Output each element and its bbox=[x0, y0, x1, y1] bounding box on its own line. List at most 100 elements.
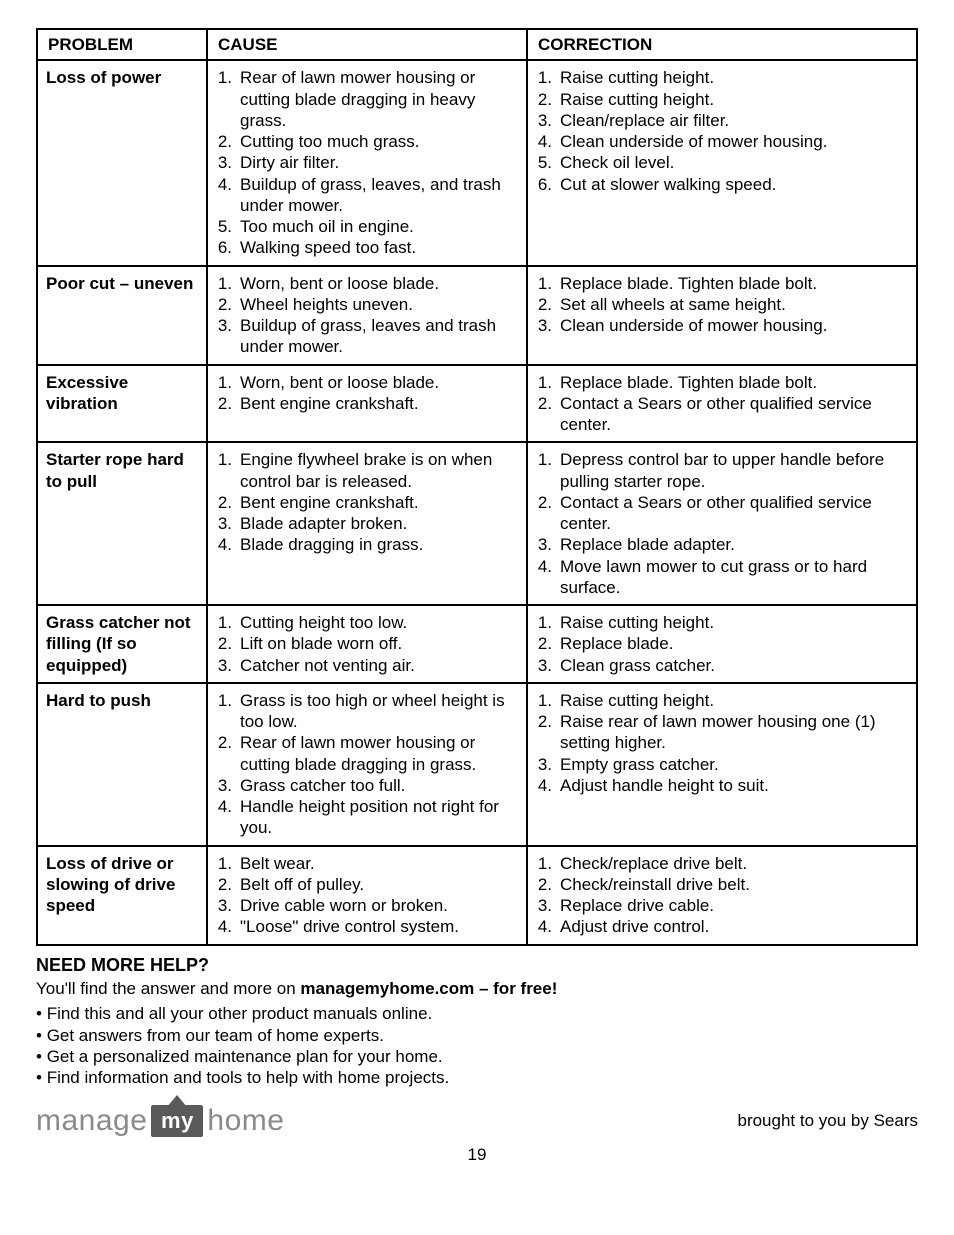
help-intro-prefix: You'll find the answer and more on bbox=[36, 979, 300, 998]
correction-item: 1.Depress control bar to upper handle be… bbox=[536, 449, 908, 492]
cause-item: 5.Too much oil in engine. bbox=[216, 216, 518, 237]
correction-item: 4.Adjust drive control. bbox=[536, 916, 908, 937]
cause-item: 6.Walking speed too fast. bbox=[216, 237, 518, 258]
correction-item: 3.Clean grass catcher. bbox=[536, 655, 908, 676]
correction-item: 1.Raise cutting height. bbox=[536, 612, 908, 633]
logo-word-manage: manage bbox=[36, 1102, 147, 1140]
correction-item: 2.Set all wheels at same height. bbox=[536, 294, 908, 315]
help-bullets: Find this and all your other product man… bbox=[36, 1003, 918, 1088]
cause-cell: 1.Engine flywheel brake is on when contr… bbox=[207, 442, 527, 605]
cause-item: 2.Bent engine crankshaft. bbox=[216, 393, 518, 414]
cause-item: 3.Drive cable worn or broken. bbox=[216, 895, 518, 916]
correction-cell: 1.Raise cutting height.2.Replace blade.3… bbox=[527, 605, 917, 683]
cause-item: 3.Buildup of grass, leaves and trash und… bbox=[216, 315, 518, 358]
cause-item: 4.Blade dragging in grass. bbox=[216, 534, 518, 555]
correction-item: 1.Replace blade. Tighten blade bolt. bbox=[536, 372, 908, 393]
cause-item: 2.Wheel heights uneven. bbox=[216, 294, 518, 315]
problem-cell: Excessive vibration bbox=[37, 365, 207, 443]
cause-item: 2.Lift on blade worn off. bbox=[216, 633, 518, 654]
correction-item: 3.Clean underside of mower housing. bbox=[536, 315, 908, 336]
correction-item: 2.Raise cutting height. bbox=[536, 89, 908, 110]
correction-item: 2.Contact a Sears or other qualified ser… bbox=[536, 393, 908, 436]
header-problem: PROBLEM bbox=[37, 29, 207, 60]
correction-item: 4.Adjust handle height to suit. bbox=[536, 775, 908, 796]
cause-item: 3.Dirty air filter. bbox=[216, 152, 518, 173]
managemyhome-logo: manage my home bbox=[36, 1102, 284, 1140]
problem-cell: Starter rope hard to pull bbox=[37, 442, 207, 605]
footer-row: manage my home brought to you by Sears bbox=[36, 1102, 918, 1140]
table-row: Loss of drive or slowing of drive speed1… bbox=[37, 846, 917, 945]
cause-item: 4.Buildup of grass, leaves, and trash un… bbox=[216, 174, 518, 217]
cause-item: 1.Grass is too high or wheel height is t… bbox=[216, 690, 518, 733]
cause-cell: 1.Rear of lawn mower housing or cutting … bbox=[207, 60, 527, 265]
brought-by-sears: brought to you by Sears bbox=[737, 1110, 918, 1131]
logo-word-home: home bbox=[207, 1102, 284, 1140]
help-intro: You'll find the answer and more on manag… bbox=[36, 978, 918, 999]
correction-cell: 1.Check/replace drive belt.2.Check/reins… bbox=[527, 846, 917, 945]
correction-item: 3.Clean/replace air filter. bbox=[536, 110, 908, 131]
correction-item: 1.Raise cutting height. bbox=[536, 690, 908, 711]
cause-item: 1.Belt wear. bbox=[216, 853, 518, 874]
cause-item: 2.Belt off of pulley. bbox=[216, 874, 518, 895]
cause-item: 1.Engine flywheel brake is on when contr… bbox=[216, 449, 518, 492]
problem-cell: Poor cut – uneven bbox=[37, 266, 207, 365]
troubleshooting-table: PROBLEM CAUSE CORRECTION Loss of power1.… bbox=[36, 28, 918, 946]
help-bullet-item: Get a personalized maintenance plan for … bbox=[36, 1046, 918, 1067]
cause-cell: 1.Belt wear.2.Belt off of pulley.3.Drive… bbox=[207, 846, 527, 945]
cause-item: 3.Catcher not venting air. bbox=[216, 655, 518, 676]
header-correction: CORRECTION bbox=[527, 29, 917, 60]
problem-cell: Loss of power bbox=[37, 60, 207, 265]
table-row: Hard to push1.Grass is too high or wheel… bbox=[37, 683, 917, 846]
header-cause: CAUSE bbox=[207, 29, 527, 60]
cause-item: 2.Bent engine crankshaft. bbox=[216, 492, 518, 513]
correction-cell: 1.Replace blade. Tighten blade bolt.2.Co… bbox=[527, 365, 917, 443]
problem-cell: Grass catcher not filling (If so equippe… bbox=[37, 605, 207, 683]
cause-item: 4."Loose" drive control system. bbox=[216, 916, 518, 937]
table-row: Excessive vibration1.Worn, bent or loose… bbox=[37, 365, 917, 443]
help-heading: NEED MORE HELP? bbox=[36, 954, 918, 977]
correction-item: 5.Check oil level. bbox=[536, 152, 908, 173]
correction-item: 3.Replace blade adapter. bbox=[536, 534, 908, 555]
correction-item: 3.Empty grass catcher. bbox=[536, 754, 908, 775]
help-bullet-item: Find this and all your other product man… bbox=[36, 1003, 918, 1024]
correction-cell: 1.Raise cutting height.2.Raise cutting h… bbox=[527, 60, 917, 265]
correction-cell: 1.Replace blade. Tighten blade bolt.2.Se… bbox=[527, 266, 917, 365]
logo-badge-my: my bbox=[151, 1105, 203, 1137]
correction-item: 1.Raise cutting height. bbox=[536, 67, 908, 88]
problem-cell: Hard to push bbox=[37, 683, 207, 846]
correction-item: 1.Check/replace drive belt. bbox=[536, 853, 908, 874]
correction-item: 3.Replace drive cable. bbox=[536, 895, 908, 916]
cause-item: 3.Blade adapter broken. bbox=[216, 513, 518, 534]
correction-item: 1.Replace blade. Tighten blade bolt. bbox=[536, 273, 908, 294]
table-row: Loss of power1.Rear of lawn mower housin… bbox=[37, 60, 917, 265]
cause-cell: 1.Grass is too high or wheel height is t… bbox=[207, 683, 527, 846]
cause-cell: 1.Cutting height too low.2.Lift on blade… bbox=[207, 605, 527, 683]
cause-item: 1.Rear of lawn mower housing or cutting … bbox=[216, 67, 518, 131]
correction-item: 4.Move lawn mower to cut grass or to har… bbox=[536, 556, 908, 599]
cause-cell: 1.Worn, bent or loose blade.2.Wheel heig… bbox=[207, 266, 527, 365]
correction-item: 4.Clean underside of mower housing. bbox=[536, 131, 908, 152]
cause-item: 2.Cutting too much grass. bbox=[216, 131, 518, 152]
correction-cell: 1.Depress control bar to upper handle be… bbox=[527, 442, 917, 605]
cause-item: 1.Cutting height too low. bbox=[216, 612, 518, 633]
cause-item: 4.Handle height position not right for y… bbox=[216, 796, 518, 839]
correction-item: 6.Cut at slower walking speed. bbox=[536, 174, 908, 195]
table-row: Poor cut – uneven1.Worn, bent or loose b… bbox=[37, 266, 917, 365]
table-row: Grass catcher not filling (If so equippe… bbox=[37, 605, 917, 683]
help-intro-bold: managemyhome.com – for free! bbox=[300, 979, 557, 998]
correction-item: 2.Raise rear of lawn mower housing one (… bbox=[536, 711, 908, 754]
help-bullet-item: Find information and tools to help with … bbox=[36, 1067, 918, 1088]
cause-item: 3.Grass catcher too full. bbox=[216, 775, 518, 796]
correction-cell: 1.Raise cutting height.2.Raise rear of l… bbox=[527, 683, 917, 846]
problem-cell: Loss of drive or slowing of drive speed bbox=[37, 846, 207, 945]
cause-item: 2.Rear of lawn mower housing or cutting … bbox=[216, 732, 518, 775]
help-bullet-item: Get answers from our team of home expert… bbox=[36, 1025, 918, 1046]
cause-item: 1.Worn, bent or loose blade. bbox=[216, 273, 518, 294]
page-number: 19 bbox=[36, 1144, 918, 1165]
table-row: Starter rope hard to pull1.Engine flywhe… bbox=[37, 442, 917, 605]
cause-cell: 1.Worn, bent or loose blade.2.Bent engin… bbox=[207, 365, 527, 443]
correction-item: 2.Contact a Sears or other qualified ser… bbox=[536, 492, 908, 535]
cause-item: 1.Worn, bent or loose blade. bbox=[216, 372, 518, 393]
correction-item: 2.Check/reinstall drive belt. bbox=[536, 874, 908, 895]
correction-item: 2.Replace blade. bbox=[536, 633, 908, 654]
